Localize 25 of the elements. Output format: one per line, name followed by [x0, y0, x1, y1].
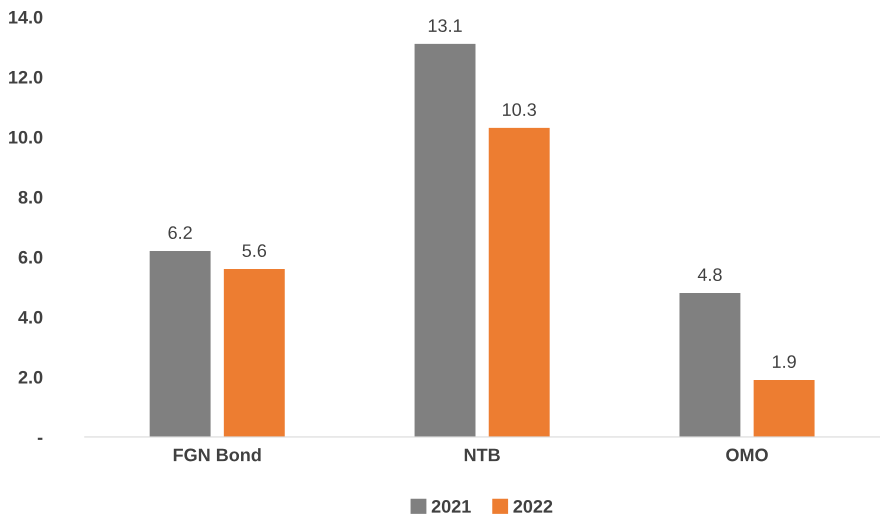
bar [224, 268, 285, 437]
y-tick-label: 4.0 [18, 310, 42, 324]
bar [414, 44, 476, 437]
bar [488, 128, 550, 437]
x-tick-label: FGN Bond [174, 448, 261, 462]
data-label: 13.1 [428, 19, 462, 32]
y-tick-label: 10.0 [9, 130, 42, 144]
data-label: 4.8 [698, 268, 722, 282]
data-label: 1.9 [772, 355, 796, 368]
legend-label: 2021 [432, 500, 471, 513]
y-tick-label: 2.0 [18, 370, 42, 384]
bar [679, 292, 740, 437]
y-tick-label: 12.0 [9, 70, 42, 84]
data-label: 10.3 [503, 103, 536, 116]
y-tick-label: 8.0 [18, 190, 42, 204]
data-label: 6.2 [168, 226, 192, 240]
y-tick-label: 14.0 [9, 10, 42, 24]
y-tick-label: 6.0 [18, 250, 42, 264]
data-label: 5.6 [242, 244, 266, 258]
legend-label: 2022 [513, 500, 552, 513]
y-tick-label: - [38, 438, 42, 440]
bar [754, 380, 815, 437]
x-tick-label: OMO [726, 448, 768, 462]
bar [150, 250, 211, 437]
x-tick-label: NTB [464, 448, 500, 462]
